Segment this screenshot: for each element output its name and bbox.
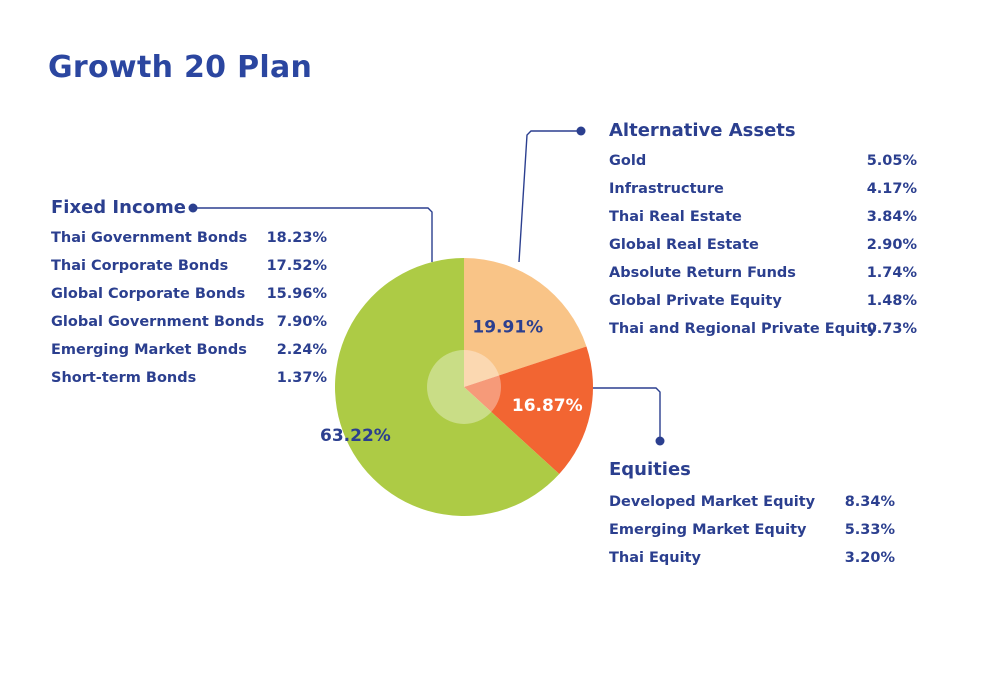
pie-slice-alternative-assets: [464, 258, 587, 387]
allocation-label: Infrastructure: [609, 181, 724, 197]
list-item: Global Private Equity 1.48%: [609, 287, 917, 315]
list-item: Short-term Bonds 1.37%: [51, 364, 327, 392]
list-item: Thai Corporate Bonds 17.52%: [51, 252, 327, 280]
pie-label-alternative-assets: 19.91%: [472, 317, 543, 337]
allocation-label: Thai and Regional Private Equity: [609, 321, 877, 337]
list-item: Gold 5.05%: [609, 147, 917, 175]
list-item: Absolute Return Funds 1.74%: [609, 259, 917, 287]
allocation-label: Gold: [609, 153, 647, 169]
allocation-label: Short-term Bonds: [51, 370, 197, 386]
allocation-value: 3.84%: [866, 209, 917, 225]
fixed-income-title: Fixed Income: [51, 197, 186, 218]
allocation-value: 18.23%: [266, 230, 327, 246]
connector-equities: [590, 387, 661, 441]
allocation-value: 0.73%: [866, 321, 917, 337]
allocation-value: 4.17%: [866, 181, 917, 197]
allocation-label: Global Corporate Bonds: [51, 286, 246, 302]
list-item: Developed Market Equity 8.34%: [609, 488, 895, 516]
allocation-label: Absolute Return Funds: [609, 265, 796, 281]
allocation-label: Developed Market Equity: [609, 494, 816, 510]
pie-slices: [335, 258, 593, 516]
allocation-value: 7.90%: [276, 314, 327, 330]
connector-lines: [188, 126, 665, 446]
connector-fixed-income: [193, 207, 433, 262]
list-item: Infrastructure 4.17%: [609, 175, 917, 203]
connector-dot-equities: [655, 436, 665, 446]
allocation-label: Thai Government Bonds: [51, 230, 248, 246]
list-item: Global Government Bonds 7.90%: [51, 308, 327, 336]
pie-slice-fixed-income: [335, 258, 560, 516]
alternative-assets-title: Alternative Assets: [609, 120, 796, 141]
allocation-value: 8.34%: [844, 494, 895, 510]
list-item: Emerging Market Bonds 2.24%: [51, 336, 327, 364]
allocation-value: 17.52%: [266, 258, 327, 274]
connector-alternative-assets: [518, 130, 581, 263]
allocation-label: Global Private Equity: [609, 293, 782, 309]
connector-dot-fixed-income: [188, 203, 198, 213]
allocation-value: 2.90%: [866, 237, 917, 253]
pie-slice-labels: 19.91% 16.87% 63.22%: [320, 317, 583, 446]
connector-dot-alternative-assets: [576, 126, 586, 136]
allocation-value: 2.24%: [276, 342, 327, 358]
allocation-label: Thai Equity: [609, 550, 701, 566]
allocation-value: 3.20%: [844, 550, 895, 566]
allocation-label: Emerging Market Bonds: [51, 342, 247, 358]
allocation-value: 1.48%: [866, 293, 917, 309]
allocation-label: Thai Real Estate: [609, 209, 742, 225]
pie-label-equities: 16.87%: [512, 396, 583, 416]
allocation-value: 5.05%: [866, 153, 917, 169]
allocation-value: 15.96%: [266, 286, 327, 302]
equities-list: Developed Market Equity 8.34% Emerging Mar…: [609, 488, 895, 572]
list-item: Emerging Market Equity 5.33%: [609, 516, 895, 544]
pie-label-fixed-income: 63.22%: [320, 426, 391, 446]
allocation-label: Global Real Estate: [609, 237, 759, 253]
list-item: Thai Equity 3.20%: [609, 544, 895, 572]
allocation-label: Emerging Market Equity: [609, 522, 807, 538]
allocation-value: 1.37%: [276, 370, 327, 386]
allocation-value: 5.33%: [844, 522, 895, 538]
list-item: Global Real Estate 2.90%: [609, 231, 917, 259]
list-item: Thai and Regional Private Equity 0.73%: [609, 315, 917, 343]
allocation-value: 1.74%: [866, 265, 917, 281]
list-item: Global Corporate Bonds 15.96%: [51, 280, 327, 308]
allocation-label: Global Government Bonds: [51, 314, 265, 330]
alternative-assets-list: Gold 5.05% Infrastructure 4.17% Thai Real Es…: [609, 147, 917, 343]
page-title: Growth 20 Plan: [48, 50, 313, 85]
fixed-income-list: Thai Government Bonds 18.23% Thai Corporat…: [51, 224, 327, 392]
equities-title: Equities: [609, 459, 691, 480]
pie-slice-equities: [464, 346, 593, 474]
allocation-label: Thai Corporate Bonds: [51, 258, 229, 274]
list-item: Thai Real Estate 3.84%: [609, 203, 917, 231]
list-item: Thai Government Bonds 18.23%: [51, 224, 327, 252]
pie-center-highlight: [427, 350, 501, 424]
